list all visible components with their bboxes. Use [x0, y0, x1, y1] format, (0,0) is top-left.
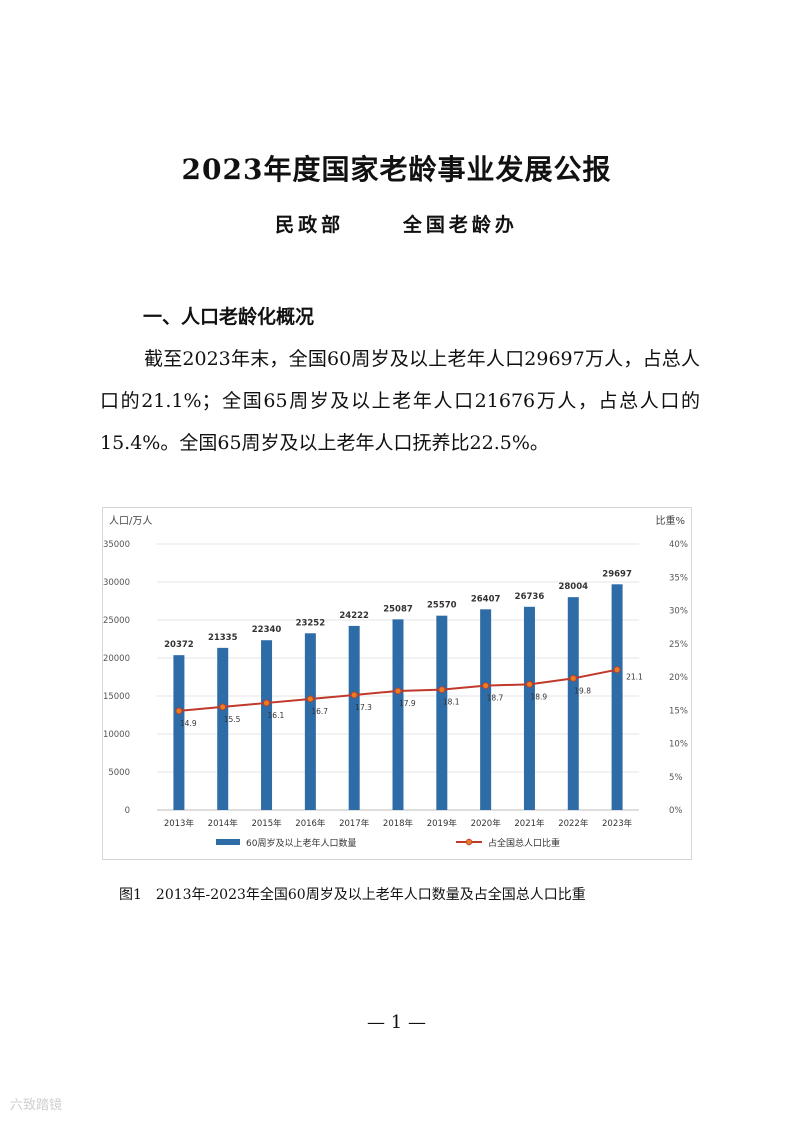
population-chart: 0 5000 10000 15000 20000 25000 30000 35000 0% 5% 1… — [103, 514, 688, 849]
section-heading: 一、人口老龄化概况 — [143, 306, 315, 328]
bar — [392, 619, 404, 810]
bar — [436, 615, 448, 810]
ratio-point — [306, 695, 314, 703]
bar-value-label: 28004 — [558, 582, 588, 592]
y2-tick-label: 10% — [669, 740, 688, 750]
bar — [261, 640, 273, 810]
y2-tick-label: 40% — [669, 540, 688, 550]
ratio-point — [394, 687, 402, 695]
y-tick-label: 30000 — [103, 578, 130, 588]
bar-value-label: 25570 — [427, 601, 457, 611]
bar — [173, 655, 185, 810]
bar-value-label: 26407 — [471, 594, 501, 604]
bar-value-label: 26736 — [515, 592, 545, 602]
x-tick-label: 2016年 — [295, 818, 326, 829]
y2-tick-label: 15% — [669, 706, 688, 716]
bar — [304, 633, 316, 810]
ratio-value-label: 17.3 — [355, 703, 372, 712]
bar — [348, 625, 360, 810]
x-tick-label: 2014年 — [208, 818, 239, 829]
bar-value-label: 29697 — [602, 569, 632, 579]
ratio-point — [219, 703, 227, 711]
x-tick-label: 2023年 — [602, 818, 633, 829]
ratio-value-label: 21.1 — [626, 673, 643, 682]
ratio-value-label: 19.8 — [574, 686, 591, 695]
bar-value-label: 25087 — [383, 604, 413, 614]
y2-tick-label: 20% — [669, 673, 688, 683]
chart-container: 0 5000 10000 15000 20000 25000 30000 35000 0% 5% 1… — [102, 507, 692, 860]
ratio-point — [526, 680, 533, 688]
x-tick-label: 2017年 — [339, 818, 370, 829]
ratio-value-label: 16.7 — [311, 707, 328, 716]
x-tick-label: 2018年 — [383, 818, 414, 829]
y2-tick-label: 5% — [669, 773, 683, 783]
ratio-value-label: 18.9 — [530, 692, 547, 701]
bar — [217, 647, 229, 810]
ratio-value-label: 18.1 — [443, 698, 460, 707]
document-title: 2023年度国家老龄事业发展公报 — [181, 153, 612, 186]
y-tick-label: 25000 — [103, 616, 130, 626]
ratio-value-label: 17.9 — [399, 699, 416, 708]
y-tick-label: 5000 — [108, 768, 130, 778]
watermark: 六致踏镜 — [10, 1098, 63, 1113]
bar-value-label: 24222 — [339, 611, 369, 621]
x-tick-label: 2021年 — [514, 818, 545, 829]
body-paragraph: 截至2023年末，全国60周岁及以上老年人口29697万人，占总人口的21.1%… — [100, 348, 700, 454]
bar — [480, 609, 492, 810]
y-tick-label: 20000 — [103, 654, 130, 664]
ratio-point — [350, 691, 358, 699]
ratio-point — [482, 682, 490, 690]
legend-line-label: 占全国总人口比重 — [488, 837, 560, 849]
y-axis-title: 人口/万人 — [109, 515, 152, 527]
authors: 民政部 全国老龄办 — [0, 210, 793, 237]
author-1: 民政部 — [275, 214, 345, 236]
bar-value-label: 20372 — [164, 640, 194, 650]
y-tick-label: 10000 — [103, 730, 130, 740]
ratio-value-label: 16.1 — [268, 711, 285, 720]
y2-tick-label: 0% — [669, 806, 683, 816]
ratio-point — [175, 707, 183, 715]
y-tick-label: 35000 — [103, 540, 130, 550]
legend-line-marker — [465, 838, 473, 846]
ratio-value-label: 18.7 — [487, 694, 504, 703]
page-number: — 1 — — [367, 1012, 426, 1033]
bar-value-label: 22340 — [252, 625, 282, 635]
x-tick-label: 2015年 — [251, 818, 282, 829]
y-tick-label: 15000 — [103, 692, 130, 702]
bar — [611, 584, 623, 810]
ratio-point — [438, 686, 446, 694]
ratio-point — [613, 666, 621, 674]
y2-tick-label: 30% — [669, 607, 688, 617]
ratio-point — [263, 699, 270, 707]
x-tick-label: 2013年 — [164, 818, 195, 829]
bar — [567, 597, 579, 810]
bar — [523, 606, 535, 810]
y2-axis-title: 比重% — [655, 514, 685, 527]
legend-bar-label: 60周岁及以上老年人口数量 — [246, 837, 356, 849]
ratio-point — [569, 674, 577, 682]
legend-bar-swatch — [216, 839, 240, 845]
ratio-value-label: 15.5 — [224, 715, 241, 724]
bar-value-label: 21335 — [208, 633, 238, 643]
y2-tick-label: 35% — [669, 573, 688, 583]
y-tick-label: 0 — [125, 806, 130, 816]
bar-value-label: 23252 — [296, 618, 326, 628]
author-2: 全国老龄办 — [402, 214, 518, 236]
x-tick-label: 2020年 — [471, 818, 502, 829]
figure-caption: 图1 2013年-2023年全国60周岁及以上老年人口数量及占全国总人口比重 — [119, 887, 586, 903]
x-tick-label: 2022年 — [558, 818, 589, 829]
y2-tick-label: 25% — [669, 640, 688, 650]
ratio-value-label: 14.9 — [180, 719, 197, 728]
x-tick-label: 2019年 — [427, 818, 458, 829]
